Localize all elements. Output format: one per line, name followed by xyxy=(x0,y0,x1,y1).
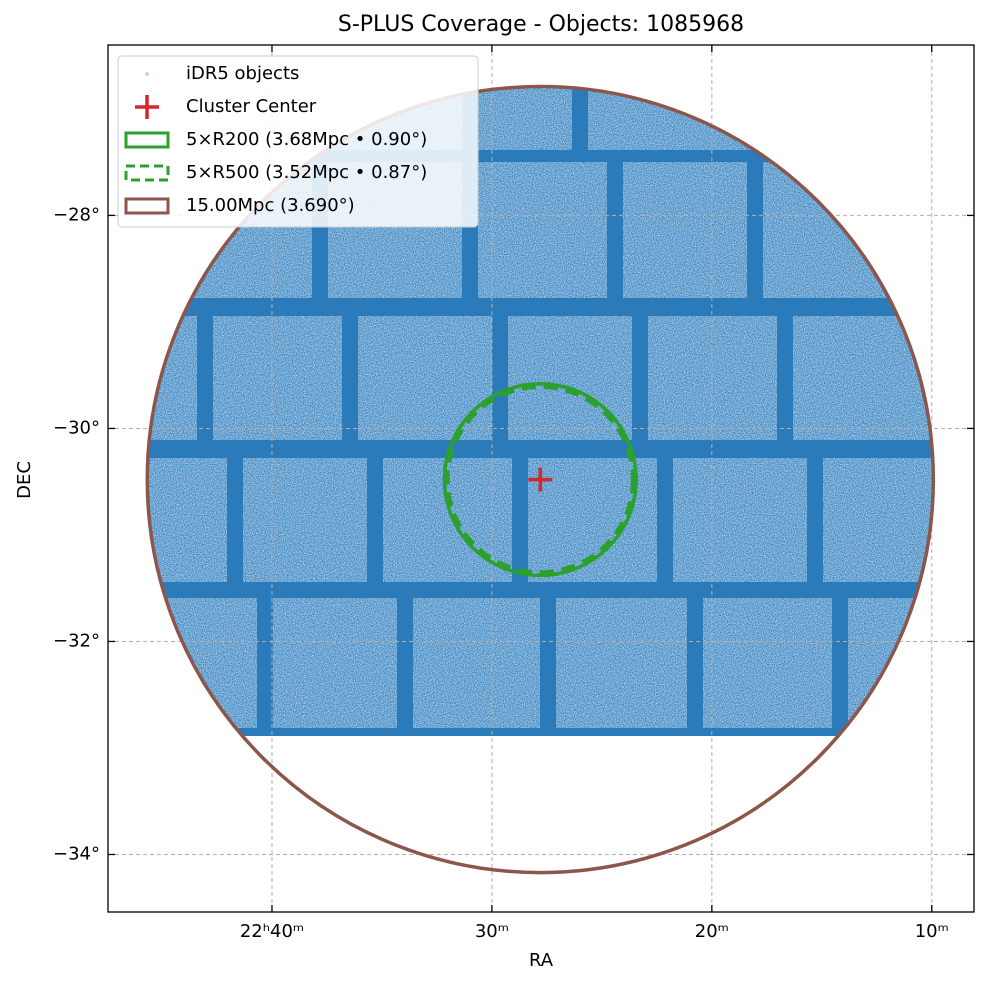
survey-tile xyxy=(243,458,367,582)
legend-label: Cluster Center xyxy=(186,96,317,117)
x-tick-label: 30ᵐ xyxy=(475,921,509,942)
survey-tile xyxy=(148,458,227,582)
marks xyxy=(145,84,936,875)
legend-label: 5×R200 (3.68Mpc • 0.90°) xyxy=(186,129,427,150)
survey-tile xyxy=(413,598,540,728)
y-tick-label: −32° xyxy=(53,630,100,651)
legend: iDR5 objects Cluster Center 5×R200 (3.68Mp… xyxy=(117,55,479,228)
axes: 22ʰ40ᵐ 30ᵐ 20ᵐ 10ᵐ −28° −30° −32° −34° xyxy=(53,45,974,942)
survey-tile xyxy=(763,162,932,298)
cluster-center xyxy=(528,467,553,492)
legend-swatch xyxy=(135,95,159,119)
survey-tile xyxy=(478,87,572,150)
y-tick-label: −30° xyxy=(53,417,100,438)
radius-circle xyxy=(442,381,638,578)
legend-label: iDR5 objects xyxy=(186,63,299,84)
plot-frame xyxy=(107,44,975,913)
y-tick-label: −28° xyxy=(53,204,100,225)
y-tick-label: −34° xyxy=(53,843,100,864)
x-tick-label: 10ᵐ xyxy=(915,921,949,942)
legend-label: 15.00Mpc (3.690°) xyxy=(186,195,355,216)
legend-swatch xyxy=(124,164,170,182)
survey-tile xyxy=(556,598,687,728)
legend-frame xyxy=(117,55,479,228)
x-tick-label: 20ᵐ xyxy=(695,921,729,942)
survey-tile xyxy=(478,162,607,298)
survey-tile xyxy=(273,598,397,728)
survey-tile xyxy=(768,87,932,150)
survey-tile xyxy=(148,598,257,728)
survey-tile xyxy=(793,316,932,440)
x-axis-label: RA xyxy=(529,950,554,971)
y-axis-label: DEC xyxy=(14,461,35,499)
survey-tile xyxy=(213,316,342,440)
x-tick-label: 22ʰ40ᵐ xyxy=(240,921,304,942)
radius-circle xyxy=(145,84,936,875)
survey-tile xyxy=(703,598,832,728)
legend-swatch xyxy=(145,72,149,76)
radius-circle xyxy=(445,384,635,575)
survey-tile xyxy=(673,458,807,582)
survey-tile xyxy=(623,162,747,298)
legend-swatch xyxy=(124,197,170,215)
chart-title: S-PLUS Coverage - Objects: 1085968 xyxy=(338,12,744,37)
legend-label: 5×R500 (3.52Mpc • 0.87°) xyxy=(186,162,427,183)
survey-tile xyxy=(358,316,492,440)
survey-tile xyxy=(823,458,932,582)
legend-swatch xyxy=(124,131,170,149)
survey-tile xyxy=(648,316,777,440)
